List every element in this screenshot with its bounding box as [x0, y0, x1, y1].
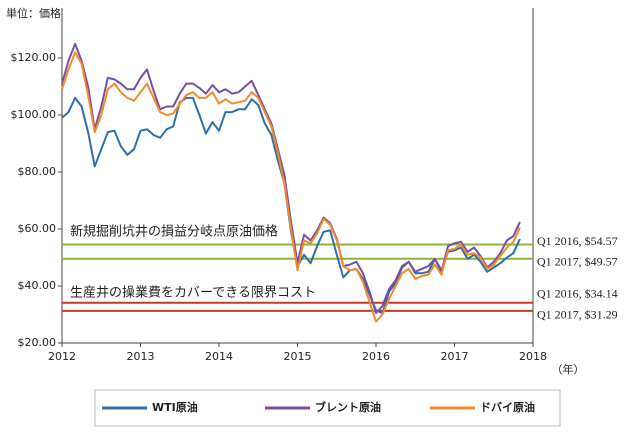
series-line [61, 96, 521, 315]
annotation: 新規掘削坑井の損益分岐点原油価格 [70, 224, 278, 240]
legend-label: WTI原油 [152, 400, 198, 414]
x-axis-label: （年） [552, 362, 585, 376]
x-tick-label: 2017 [441, 350, 469, 363]
series-line [61, 51, 521, 323]
y-tick-label: $100.00 [11, 108, 57, 121]
reference-label: Q1 2016, $54.57 [537, 234, 618, 248]
legend-label: ブレント原油 [315, 400, 381, 414]
reference-label: Q1 2017, $49.57 [537, 254, 618, 268]
y-tick-label: $60.00 [18, 222, 57, 235]
y-tick-label: $20.00 [18, 336, 57, 349]
reference-label: Q1 2016, $34.14 [537, 286, 618, 300]
x-tick-label: 2016 [362, 350, 390, 363]
x-tick-label: 2015 [284, 350, 312, 363]
y-tick-label: $80.00 [18, 165, 57, 178]
x-tick-label: 2013 [127, 350, 155, 363]
reference-label: Q1 2017, $31.29 [537, 308, 618, 322]
x-tick-label: 2018 [519, 350, 547, 363]
y-tick-label: $120.00 [11, 51, 57, 64]
y-tick-label: $40.00 [18, 279, 57, 292]
annotation: 生産井の操業費をカバーできる限界コスト [70, 285, 316, 301]
x-tick-label: 2012 [48, 350, 76, 363]
legend-label: ドバイ原油 [480, 400, 535, 414]
series-line [61, 42, 521, 315]
unit-label: 単位：価格 [6, 6, 61, 20]
x-tick-label: 2014 [205, 350, 233, 363]
legend-box [94, 389, 561, 427]
